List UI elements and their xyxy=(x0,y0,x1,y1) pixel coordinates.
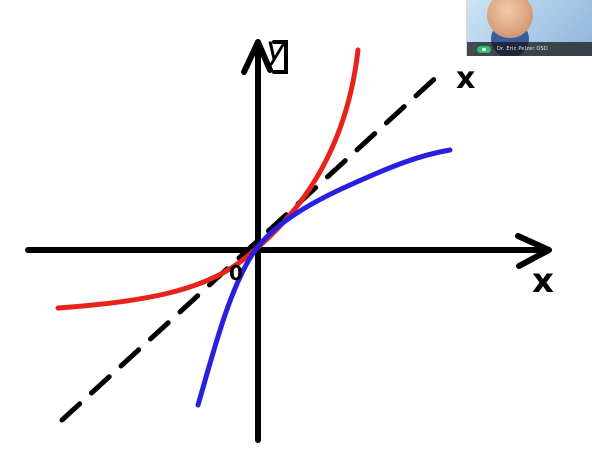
x-axis-label: x xyxy=(532,261,554,301)
presenter-name: Dr. Eric Pelzer OSD xyxy=(497,46,548,52)
webcam-caption-bar: Dr. Eric Pelzer OSD xyxy=(467,42,592,56)
y-axis-arrowhead xyxy=(241,39,273,75)
origin-label: 0 xyxy=(229,261,243,285)
microphone-icon[interactable] xyxy=(477,45,491,53)
blue-curve xyxy=(195,147,453,408)
y-label-bracket xyxy=(272,40,288,74)
presenter-webcam: Dr. Eric Pelzer OSD xyxy=(466,0,592,56)
red-curve xyxy=(55,47,361,311)
identity-dashed-line xyxy=(59,69,445,423)
x-axis-arrowhead xyxy=(515,233,552,269)
y-axis-label: y xyxy=(265,29,287,69)
presenter-video xyxy=(487,0,533,38)
diagonal-label: x xyxy=(456,61,475,96)
